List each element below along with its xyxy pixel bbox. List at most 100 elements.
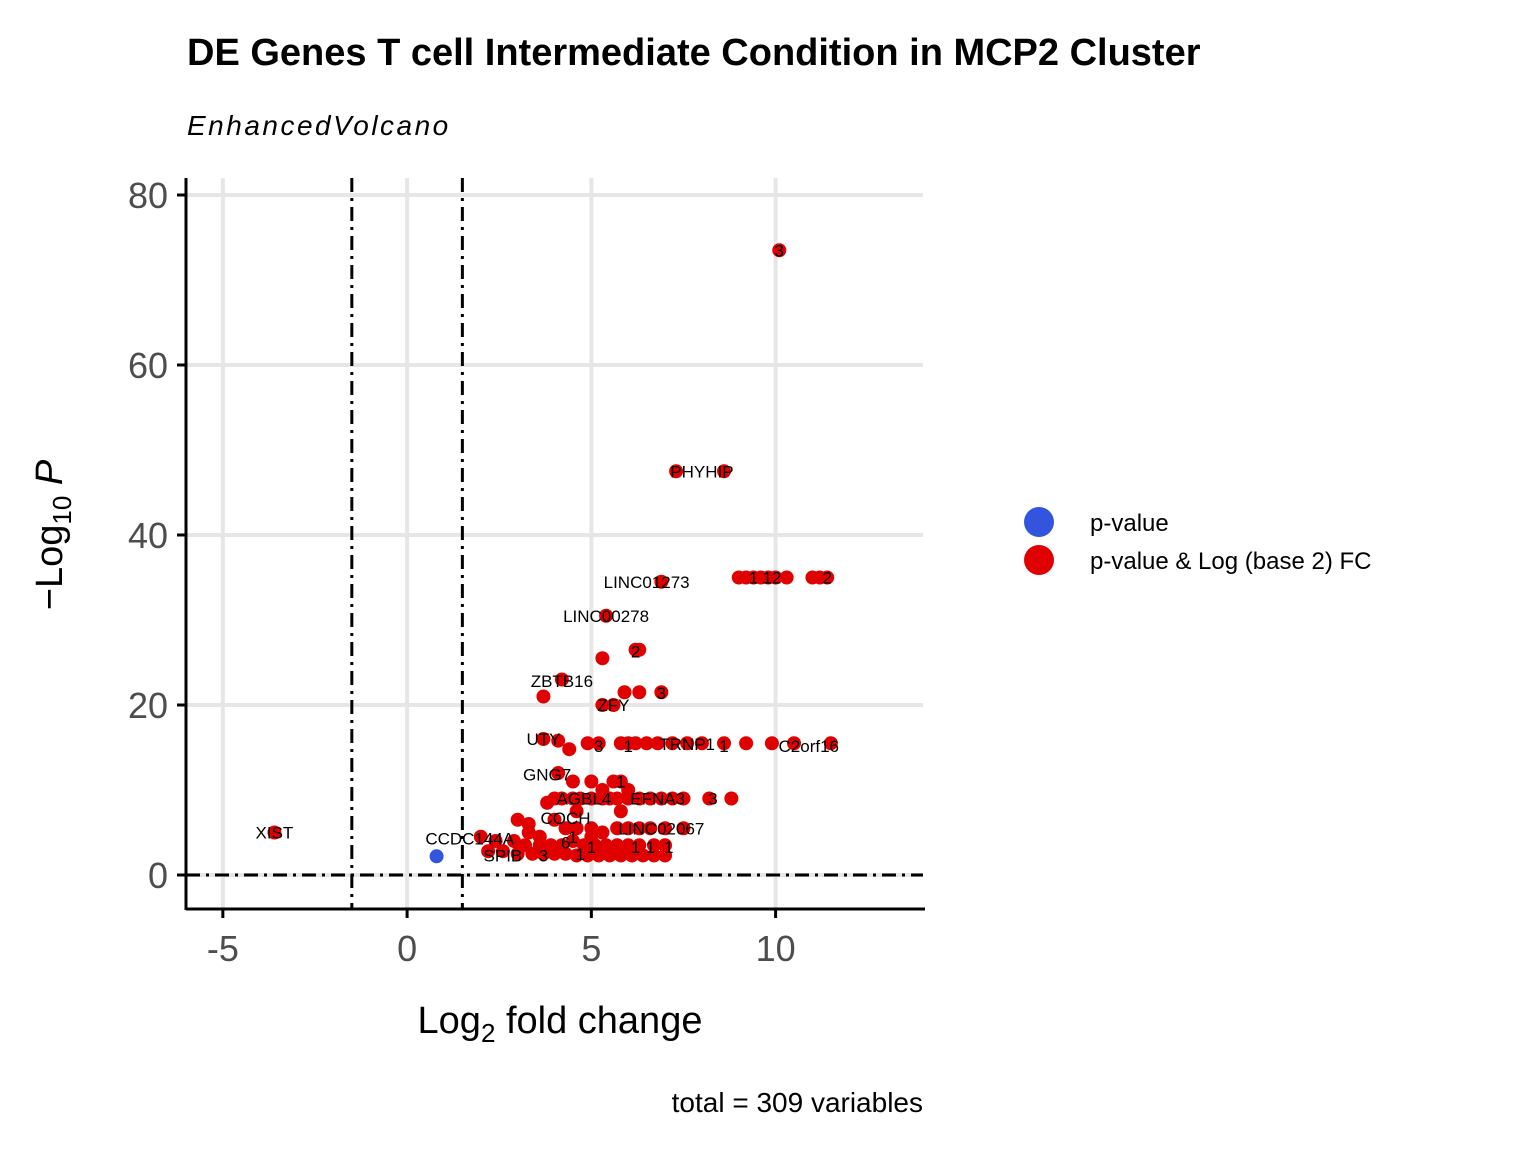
- data-point: [650, 736, 665, 751]
- point-label: SPIB: [484, 846, 523, 865]
- legend-label: p-value & Log (base 2) FC: [1090, 548, 1371, 575]
- data-point: [602, 848, 617, 863]
- chart-caption: total = 309 variables: [672, 1087, 923, 1118]
- chart-subtitle: EnhancedVolcano: [187, 110, 451, 141]
- data-point: [558, 821, 573, 836]
- y-tick-label: 0: [148, 855, 168, 896]
- legend-key: [1024, 507, 1054, 537]
- point-label: LINC01273: [604, 573, 690, 592]
- data-point: [632, 791, 647, 806]
- data-point: [481, 844, 496, 859]
- point-label: LINC00278: [563, 607, 649, 626]
- data-point: [506, 834, 521, 848]
- data-point: [595, 651, 610, 666]
- data-point: [717, 464, 732, 479]
- point-label: 1: [576, 845, 585, 864]
- data-point: [639, 736, 654, 751]
- data-point: [569, 848, 584, 863]
- y-axis-title: −Log10 P: [29, 459, 77, 610]
- data-point: [717, 736, 732, 751]
- data-point: [510, 846, 525, 861]
- data-point: [676, 821, 691, 836]
- data-point: [646, 838, 661, 853]
- data-point: [658, 838, 673, 853]
- data-point: [595, 698, 610, 712]
- data-point: [643, 821, 658, 836]
- point-label: EFNA3: [630, 790, 685, 809]
- data-point: [595, 825, 610, 840]
- point-label: ZBTB16: [531, 672, 593, 691]
- data-point: [536, 689, 551, 704]
- data-point: [680, 736, 695, 751]
- data-point: [823, 736, 838, 751]
- point-label: 1: [587, 838, 596, 857]
- data-point: [562, 742, 577, 757]
- x-tick-label: 5: [581, 928, 601, 969]
- data-point: [632, 642, 647, 657]
- data-point: [628, 736, 643, 751]
- data-point: [580, 736, 595, 751]
- data-point: [580, 848, 595, 863]
- data-point: [536, 846, 551, 861]
- data-point: [267, 825, 282, 840]
- point-label: 1: [616, 773, 625, 792]
- data-point: [584, 791, 599, 806]
- data-point: [565, 834, 580, 848]
- x-tick-label: 10: [756, 928, 796, 969]
- x-axis-ticks: -5 0 5 10: [207, 909, 796, 969]
- point-label: UTY: [526, 730, 560, 749]
- point-label: 1: [646, 838, 655, 857]
- data-point: [565, 774, 580, 789]
- data-point: [584, 829, 599, 844]
- data-point: [694, 736, 709, 751]
- point-label: ZFY: [597, 696, 629, 715]
- point-label: TRNP1: [659, 735, 715, 754]
- data-point: [764, 736, 779, 751]
- data-point: [495, 844, 510, 859]
- point-label: 2: [822, 569, 831, 588]
- data-point: [573, 791, 588, 806]
- data-point: [632, 685, 647, 700]
- legend: p-value p-value & Log (base 2) FC: [1024, 507, 1371, 575]
- point-label: 12: [762, 569, 781, 588]
- data-point: [654, 685, 669, 700]
- data-point: [624, 848, 639, 863]
- point-label: AGBL4: [557, 790, 612, 809]
- point-label: 1: [631, 838, 640, 857]
- data-point: [617, 685, 632, 700]
- cutoff-lines: [186, 178, 923, 909]
- point-label: 2: [631, 642, 640, 661]
- data-point: [820, 570, 835, 585]
- data-point: [473, 829, 488, 844]
- data-point: [779, 570, 794, 585]
- x-tick-label: 0: [397, 928, 417, 969]
- data-point: [547, 812, 562, 827]
- data-point: [521, 825, 536, 840]
- data-point: [739, 736, 754, 751]
- data-point: [658, 821, 673, 836]
- data-point: [658, 848, 673, 863]
- data-point: [591, 848, 606, 863]
- data-point: [488, 834, 503, 848]
- data-point: [613, 848, 628, 863]
- point-label: XIST: [256, 824, 294, 843]
- x-tick-label: -5: [207, 928, 239, 969]
- point-label: 1: [623, 737, 632, 756]
- data-point: [584, 774, 599, 789]
- data-point: [635, 848, 650, 863]
- y-tick-label: 60: [128, 345, 168, 386]
- y-tick-label: 20: [128, 685, 168, 726]
- data-point: [599, 608, 614, 623]
- data-point: [646, 848, 661, 863]
- data-point: [621, 791, 636, 806]
- data-point: [591, 736, 606, 751]
- point-label: 3: [775, 241, 784, 260]
- data-point: [724, 791, 739, 806]
- data-point: [676, 791, 691, 806]
- data-point: [632, 821, 647, 836]
- data-point: [643, 791, 658, 806]
- data-point: [787, 736, 802, 751]
- data-point: [532, 829, 547, 844]
